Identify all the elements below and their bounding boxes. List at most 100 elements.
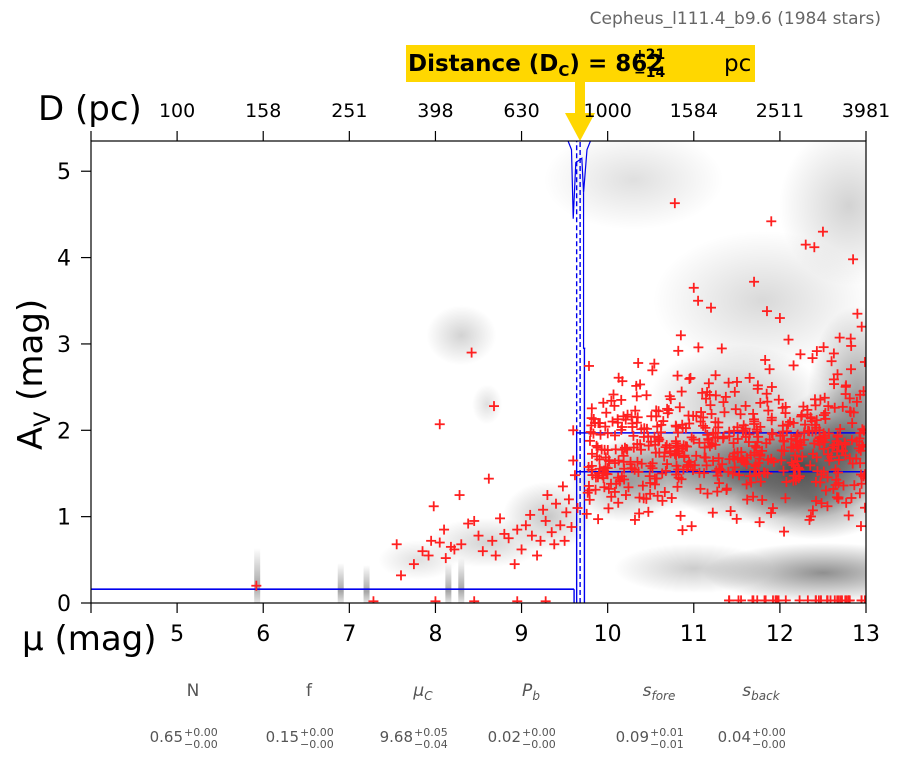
star-marker-upper bbox=[845, 333, 856, 344]
star-marker bbox=[473, 530, 484, 541]
star-marker-cloud bbox=[676, 386, 687, 397]
star-marker-cloud bbox=[588, 428, 599, 439]
star-marker-cloud bbox=[590, 472, 601, 483]
star-marker-cloud bbox=[684, 373, 695, 384]
star-marker-cloud bbox=[755, 476, 766, 487]
star-marker-cloud bbox=[767, 503, 778, 514]
star-marker bbox=[526, 530, 537, 541]
star-marker-cloud bbox=[631, 380, 642, 391]
star-marker bbox=[408, 559, 419, 570]
star-marker-cloud bbox=[790, 450, 801, 461]
star-marker-cloud bbox=[664, 391, 675, 402]
star-marker-cloud bbox=[596, 444, 607, 455]
top-tick-label: 1000 bbox=[583, 100, 631, 122]
star-marker-upper bbox=[809, 394, 820, 405]
star-marker-cloud bbox=[671, 460, 682, 471]
star-marker-cloud bbox=[613, 497, 624, 508]
parameter-name: Pb bbox=[522, 681, 540, 703]
star-marker-cloud bbox=[855, 521, 866, 532]
star-marker-cloud bbox=[807, 505, 818, 516]
star-marker-cloud bbox=[822, 501, 833, 512]
y-tick-label: 5 bbox=[57, 160, 71, 185]
star-marker-cloud bbox=[761, 388, 772, 399]
star-marker bbox=[551, 498, 561, 509]
star-marker-cloud bbox=[823, 401, 834, 412]
star-marker bbox=[848, 254, 859, 265]
star-marker-cloud bbox=[755, 450, 766, 461]
star-marker-cloud bbox=[606, 395, 617, 406]
star-marker-cloud bbox=[712, 486, 723, 497]
star-marker-cloud bbox=[590, 484, 601, 495]
y-tick-label: 1 bbox=[57, 506, 71, 531]
star-marker-cloud bbox=[637, 480, 648, 491]
star-marker-cloud bbox=[614, 476, 625, 487]
star-marker-cloud bbox=[623, 482, 634, 493]
star-marker-cloud bbox=[636, 424, 647, 435]
star-marker bbox=[826, 356, 837, 367]
top-tick-label: 1584 bbox=[670, 100, 718, 122]
star-marker-upper bbox=[702, 387, 713, 398]
star-marker-cloud bbox=[584, 435, 595, 446]
star-marker bbox=[561, 507, 572, 518]
star-marker-cloud bbox=[651, 473, 662, 484]
star-marker-floor bbox=[736, 595, 747, 603]
star-marker-cloud bbox=[703, 434, 714, 445]
star-marker-upper bbox=[716, 343, 727, 354]
star-marker-cloud bbox=[846, 435, 857, 446]
star-marker-cloud bbox=[603, 483, 614, 494]
star-marker-cloud bbox=[766, 412, 777, 423]
star-marker bbox=[706, 302, 716, 313]
star-marker bbox=[673, 345, 684, 356]
star-marker-cloud bbox=[598, 397, 609, 408]
star-marker bbox=[542, 490, 553, 501]
star-marker-upper bbox=[828, 348, 839, 359]
star-marker-cloud bbox=[810, 419, 821, 430]
star-marker bbox=[509, 559, 520, 570]
star-marker bbox=[557, 481, 568, 492]
star-marker-cloud bbox=[790, 464, 801, 475]
star-marker-cloud bbox=[706, 408, 717, 419]
star-marker-cloud bbox=[645, 488, 656, 499]
star-marker-cloud bbox=[758, 467, 769, 478]
star-marker bbox=[495, 513, 506, 524]
star-marker-cloud bbox=[617, 444, 628, 455]
star-marker-cloud bbox=[797, 451, 808, 462]
star-marker-cloud bbox=[600, 452, 611, 463]
star-marker bbox=[817, 226, 828, 237]
top-axis-label: D (pc) bbox=[38, 89, 142, 129]
star-marker-cloud bbox=[723, 466, 734, 477]
star-marker-cloud bbox=[775, 430, 786, 441]
star-marker-floor bbox=[772, 595, 783, 603]
star-marker-cloud bbox=[751, 470, 762, 481]
star-marker-cloud bbox=[630, 405, 641, 416]
top-tick-label: 2511 bbox=[756, 100, 804, 122]
star-marker-floor bbox=[760, 595, 771, 603]
plot-frame bbox=[90, 140, 867, 604]
star-marker-upper bbox=[846, 364, 857, 375]
callout-background bbox=[406, 45, 755, 82]
star-marker-cloud bbox=[811, 495, 822, 506]
parameter-upper: +0.00 bbox=[522, 726, 556, 739]
star-marker-cloud bbox=[600, 421, 611, 432]
star-marker bbox=[434, 537, 445, 548]
star-marker-cloud bbox=[793, 443, 804, 454]
star-marker-cloud bbox=[652, 490, 663, 501]
x-tick-label: 7 bbox=[342, 622, 356, 647]
parameter-name: f bbox=[306, 681, 313, 701]
star-marker-cloud bbox=[742, 494, 753, 505]
star-marker-cloud bbox=[620, 414, 631, 425]
callout-subscript: C bbox=[558, 62, 569, 80]
star-marker-cloud bbox=[653, 406, 664, 417]
star-marker-cloud bbox=[700, 452, 711, 463]
x-tick-label: 12 bbox=[766, 622, 794, 647]
star-marker-cloud bbox=[818, 443, 829, 454]
star-marker-cloud bbox=[674, 402, 685, 413]
parameter-lower: −0.00 bbox=[184, 738, 218, 751]
star-marker-cloud bbox=[854, 433, 865, 444]
star-marker-cloud bbox=[710, 370, 721, 381]
density-blob bbox=[652, 230, 866, 371]
star-marker-cloud bbox=[833, 493, 844, 504]
star-marker bbox=[499, 528, 510, 539]
top-tick-label: 630 bbox=[503, 100, 539, 122]
